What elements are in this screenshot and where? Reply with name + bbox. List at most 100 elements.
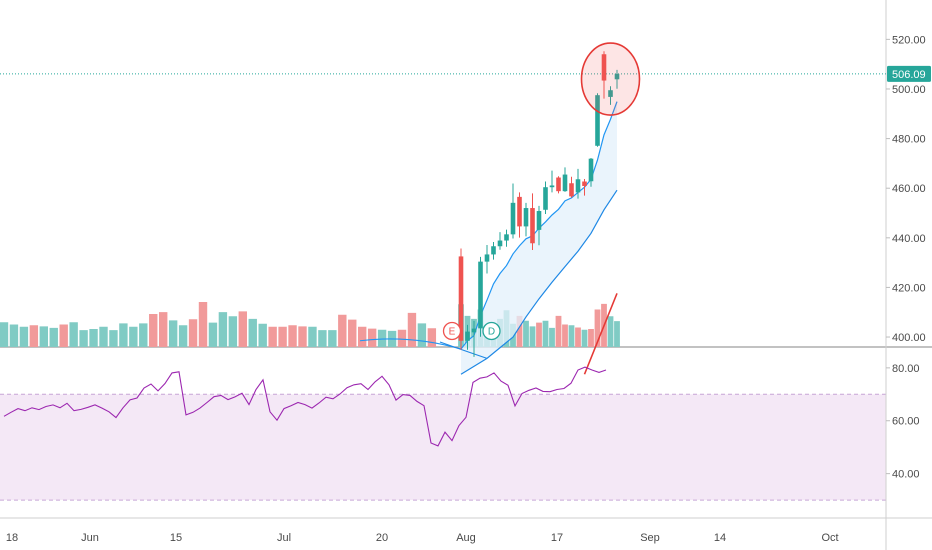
event-marker-d[interactable]: D [482,321,501,341]
volume-bar [99,326,108,347]
candle [497,232,503,250]
volume-bar [542,320,549,347]
candle-body [491,246,496,255]
volume-bar [159,312,168,347]
candle-body [601,54,607,81]
last-price-text: 506.09 [892,69,926,81]
highlight-annotation [580,42,641,116]
volume-bar [208,322,218,347]
event-marker-label: E [449,327,456,338]
volume-bar [607,316,614,347]
candle [510,183,516,239]
candle-body [465,331,470,341]
candle-body [517,196,522,227]
candle [575,168,581,199]
candle-body [471,328,477,333]
candle [562,167,568,192]
candle [601,51,607,99]
price-axis[interactable]: 400.00 420.00 440.00 460.00 480.00 500.00 520.… [886,34,926,344]
candle [543,181,548,214]
rsi-axis: 40.00 60.00 80.00 [886,363,920,481]
volume-bar [0,322,9,347]
time-tick-label: Sep [640,532,660,544]
price-tick-label: 400.00 [892,332,926,344]
volume-bar [328,330,337,347]
time-tick-label: Aug [456,532,476,544]
time-tick-label: 18 [6,532,18,544]
volume-bar [298,326,307,347]
volume-bar [516,315,523,347]
price-tick-label: 520.00 [892,34,926,46]
candle [484,245,490,274]
volume-bar [614,321,620,347]
volume-bar [308,326,317,347]
volume-bar [397,329,407,347]
volume-bar [109,330,118,347]
volume-bar [178,325,188,347]
candle [608,86,613,105]
rsi-tick-label: 60.00 [892,416,920,428]
candle-body [582,181,587,186]
candle-body [608,90,613,97]
candle-body [523,208,529,227]
volume-bar [575,327,581,347]
volume-bars [0,302,620,347]
volume-bar [49,327,58,347]
volume-bar [59,324,68,347]
ma-long-tail [439,341,488,359]
volume-bar [39,326,48,347]
candle [530,193,535,250]
event-marker-circle [442,321,462,341]
volume-bar [129,326,138,347]
candle-body [458,256,464,341]
volume-bar [9,324,19,347]
volume-bar [248,318,257,347]
last-price-label: 506.09 [887,65,931,82]
time-tick-label: 17 [551,532,563,544]
candle [595,93,600,147]
candle [582,179,587,196]
price-tick-label: 460.00 [892,183,926,195]
volume-bar [89,329,98,347]
highlight-circle [580,42,641,116]
volume-bar [338,314,347,347]
time-axis[interactable]: 18 Jun 15 Jul 20 Aug 17 Sep 14 Oct [6,532,839,544]
volume-bar [417,323,427,347]
candle-body [543,187,548,210]
time-tick-label: Jul [277,532,291,544]
rsi-tick-label: 80.00 [892,363,920,375]
volume-bar [19,326,29,347]
volume-bar [119,323,128,347]
trend-line [583,293,618,375]
rsi-tick-label: 40.00 [892,469,920,481]
candle-body [549,185,555,188]
volume-bar [198,302,208,347]
candle-body [562,174,568,192]
candle-body [484,254,490,262]
candle [556,176,561,194]
candlesticks[interactable] [458,51,620,357]
candle [536,205,542,246]
volume-bar [318,330,327,347]
volume-bar [588,329,594,347]
volume-bar [218,312,228,347]
candle-body [504,234,509,241]
volume-bar [79,330,88,347]
candle-body [530,208,535,244]
volume-bar [288,325,297,347]
volume-bar [168,320,178,347]
time-tick-label: 14 [714,532,726,544]
rsi-line-layer [3,366,607,447]
event-marker-e[interactable]: E [442,321,462,341]
last-price-box [887,65,931,82]
volume-bar [258,323,267,347]
candle-body [595,95,600,146]
candle-body [536,211,542,230]
candle [491,242,496,260]
volume-bar [348,319,357,347]
price-tick-label: 440.00 [892,233,926,245]
volume-bar [555,315,562,347]
time-tick-label: 15 [170,532,182,544]
